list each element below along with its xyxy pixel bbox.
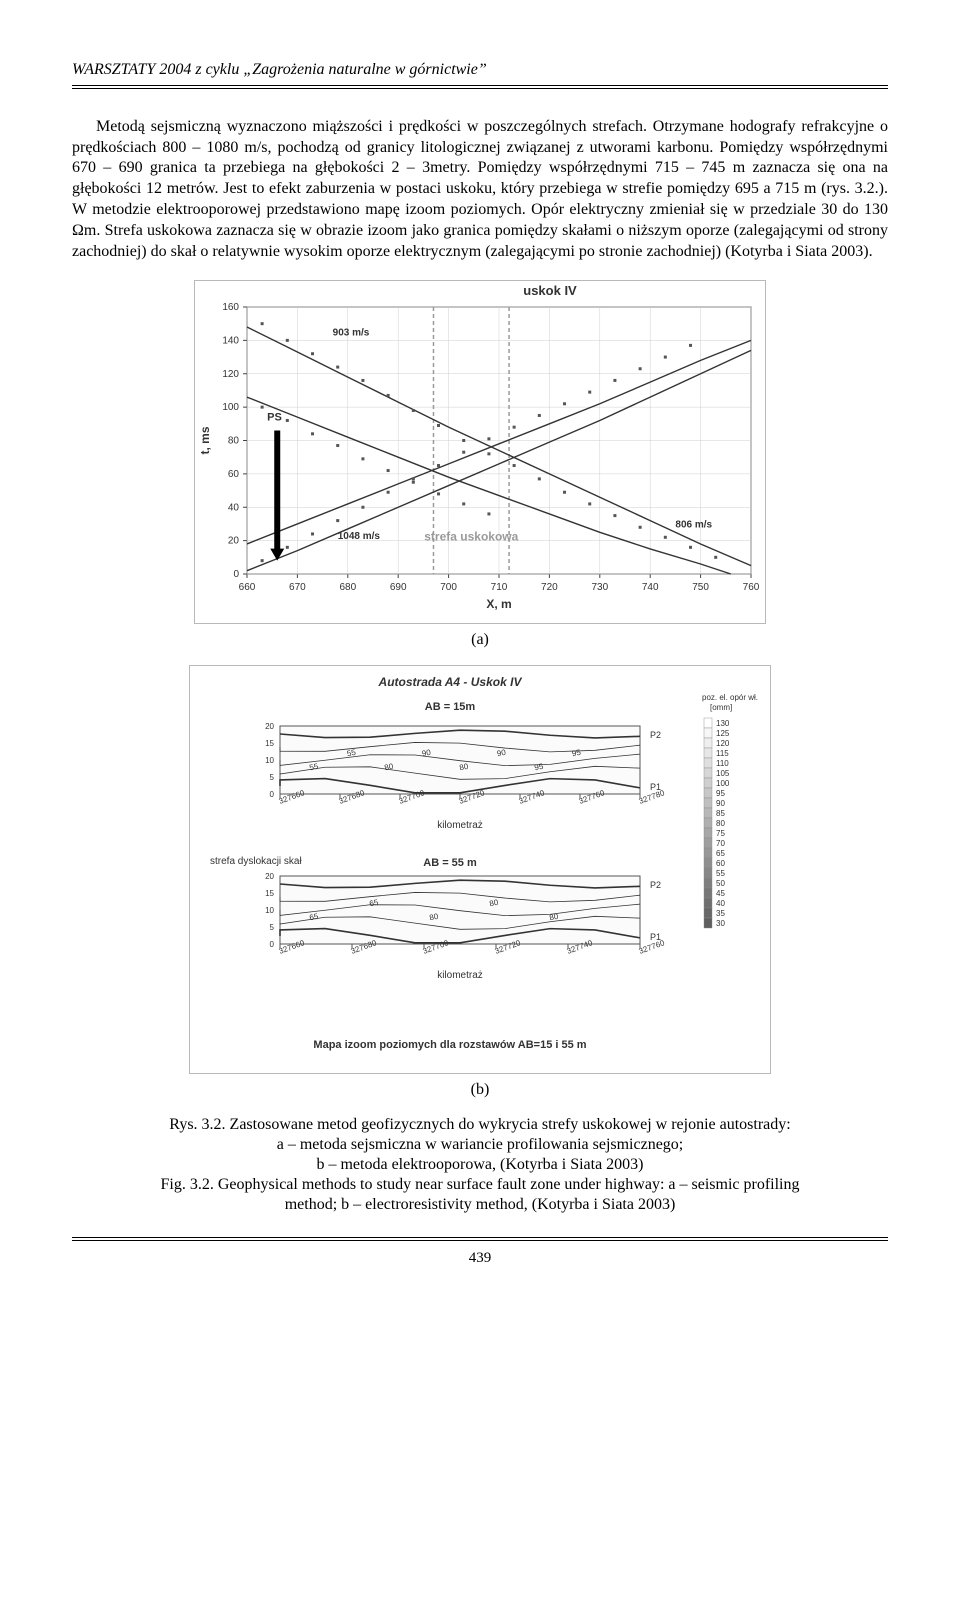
page-number: 439 <box>72 1249 888 1269</box>
figure-b-label: (b) <box>72 1080 888 1101</box>
svg-text:15: 15 <box>265 889 274 898</box>
svg-text:35: 35 <box>716 909 725 918</box>
svg-text:20: 20 <box>265 722 274 731</box>
svg-text:760: 760 <box>743 582 760 593</box>
footer-rule-2 <box>72 1240 888 1241</box>
svg-text:40: 40 <box>228 503 240 514</box>
svg-text:55: 55 <box>716 869 725 878</box>
svg-text:125: 125 <box>716 729 730 738</box>
header-rule-2 <box>72 88 888 89</box>
header-rule-1 <box>72 85 888 86</box>
svg-text:903 m/s: 903 m/s <box>333 328 370 339</box>
svg-text:40: 40 <box>716 899 725 908</box>
svg-text:5: 5 <box>270 923 275 932</box>
caption-line-3: b – metoda elektrooporowa, (Kotyrba i Si… <box>72 1155 888 1175</box>
svg-text:690: 690 <box>390 582 407 593</box>
svg-text:105: 105 <box>716 769 730 778</box>
svg-text:AB = 55 m: AB = 55 m <box>423 857 477 869</box>
figure-b-wrap: Autostrada A4 - Uskok IV AB = 15m 0 5 10 15 20… <box>72 665 888 1074</box>
svg-text:30: 30 <box>716 919 725 928</box>
svg-text:100: 100 <box>716 779 730 788</box>
svg-text:140: 140 <box>222 336 239 347</box>
svg-text:strefa uskokowa: strefa uskokowa <box>424 530 518 544</box>
caption-line-5: method; b – electroresistivity method, (… <box>72 1195 888 1215</box>
svg-text:5: 5 <box>270 773 275 782</box>
figure-caption: Rys. 3.2. Zastosowane metod geofizycznyc… <box>72 1115 888 1215</box>
svg-text:20: 20 <box>228 536 240 547</box>
figure-a-label: (a) <box>72 630 888 651</box>
svg-text:poz. el. opór wł.: poz. el. opór wł. <box>702 693 758 702</box>
svg-text:130: 130 <box>716 719 730 728</box>
svg-text:100: 100 <box>222 403 239 414</box>
svg-text:0: 0 <box>233 569 239 580</box>
svg-text:1048 m/s: 1048 m/s <box>338 531 381 542</box>
svg-text:720: 720 <box>541 582 558 593</box>
svg-text:680: 680 <box>339 582 356 593</box>
svg-text:0: 0 <box>270 790 275 799</box>
svg-text:50: 50 <box>716 879 725 888</box>
svg-text:60: 60 <box>228 469 240 480</box>
caption-line-1: Rys. 3.2. Zastosowane metod geofizycznyc… <box>72 1115 888 1135</box>
page-header: WARSZTATY 2004 z cyklu „Zagrożenia natur… <box>72 60 888 81</box>
svg-text:60: 60 <box>716 859 725 868</box>
svg-text:95: 95 <box>716 789 725 798</box>
paragraph-text: Metodą sejsmiczną wyznaczono miąższości … <box>72 117 888 263</box>
svg-text:15: 15 <box>265 739 274 748</box>
svg-text:115: 115 <box>716 749 729 758</box>
svg-text:80: 80 <box>716 819 725 828</box>
svg-text:110: 110 <box>716 759 729 768</box>
svg-text:660: 660 <box>239 582 256 593</box>
svg-text:120: 120 <box>716 739 730 748</box>
figure-b: Autostrada A4 - Uskok IV AB = 15m 0 5 10 15 20… <box>189 665 771 1074</box>
svg-text:75: 75 <box>716 829 725 838</box>
svg-text:X, m: X, m <box>486 597 511 611</box>
svg-text:65: 65 <box>716 849 725 858</box>
svg-text:85: 85 <box>716 809 725 818</box>
svg-text:740: 740 <box>642 582 659 593</box>
svg-text:670: 670 <box>289 582 306 593</box>
svg-text:kilometraż: kilometraż <box>437 970 483 981</box>
svg-text:806 m/s: 806 m/s <box>675 520 712 531</box>
svg-text:PS: PS <box>267 412 282 424</box>
svg-text:160: 160 <box>222 302 239 313</box>
svg-text:45: 45 <box>716 889 725 898</box>
svg-text:10: 10 <box>265 756 274 765</box>
svg-text:80: 80 <box>228 436 240 447</box>
svg-text:Mapa izoom poziomych dla rozst: Mapa izoom poziomych dla rozstawów AB=15… <box>313 1039 586 1051</box>
svg-text:Autostrada A4 - Uskok IV: Autostrada A4 - Uskok IV <box>378 675 523 689</box>
svg-text:70: 70 <box>716 839 725 848</box>
figure-a: uskok IV 660 670 680 690 700 710 720 730 740 750 76… <box>194 280 766 624</box>
svg-text:90: 90 <box>716 799 725 808</box>
svg-text:710: 710 <box>491 582 508 593</box>
footer-rule-1 <box>72 1237 888 1238</box>
figure-a-wrap: uskok IV 660 670 680 690 700 710 720 730 740 750 76… <box>72 280 888 624</box>
svg-text:uskok IV: uskok IV <box>523 283 577 298</box>
svg-text:[omm]: [omm] <box>710 703 732 712</box>
svg-text:P2: P2 <box>650 730 661 740</box>
body-paragraph: Metodą sejsmiczną wyznaczono miąższości … <box>72 117 888 263</box>
svg-text:120: 120 <box>222 369 239 380</box>
svg-text:AB = 15m: AB = 15m <box>425 701 476 713</box>
svg-text:700: 700 <box>440 582 457 593</box>
caption-line-2: a – metoda sejsmiczna w wariancie profil… <box>72 1135 888 1155</box>
svg-text:730: 730 <box>591 582 608 593</box>
svg-text:0: 0 <box>270 940 275 949</box>
svg-text:t, ms: t, ms <box>198 427 212 455</box>
svg-text:strefa dyslokacji skał: strefa dyslokacji skał <box>210 856 302 867</box>
svg-text:10: 10 <box>265 906 274 915</box>
svg-text:P2: P2 <box>650 880 661 890</box>
svg-text:kilometraż: kilometraż <box>437 820 483 831</box>
svg-text:20: 20 <box>265 872 274 881</box>
caption-line-4: Fig. 3.2. Geophysical methods to study n… <box>72 1175 888 1195</box>
svg-text:750: 750 <box>692 582 709 593</box>
